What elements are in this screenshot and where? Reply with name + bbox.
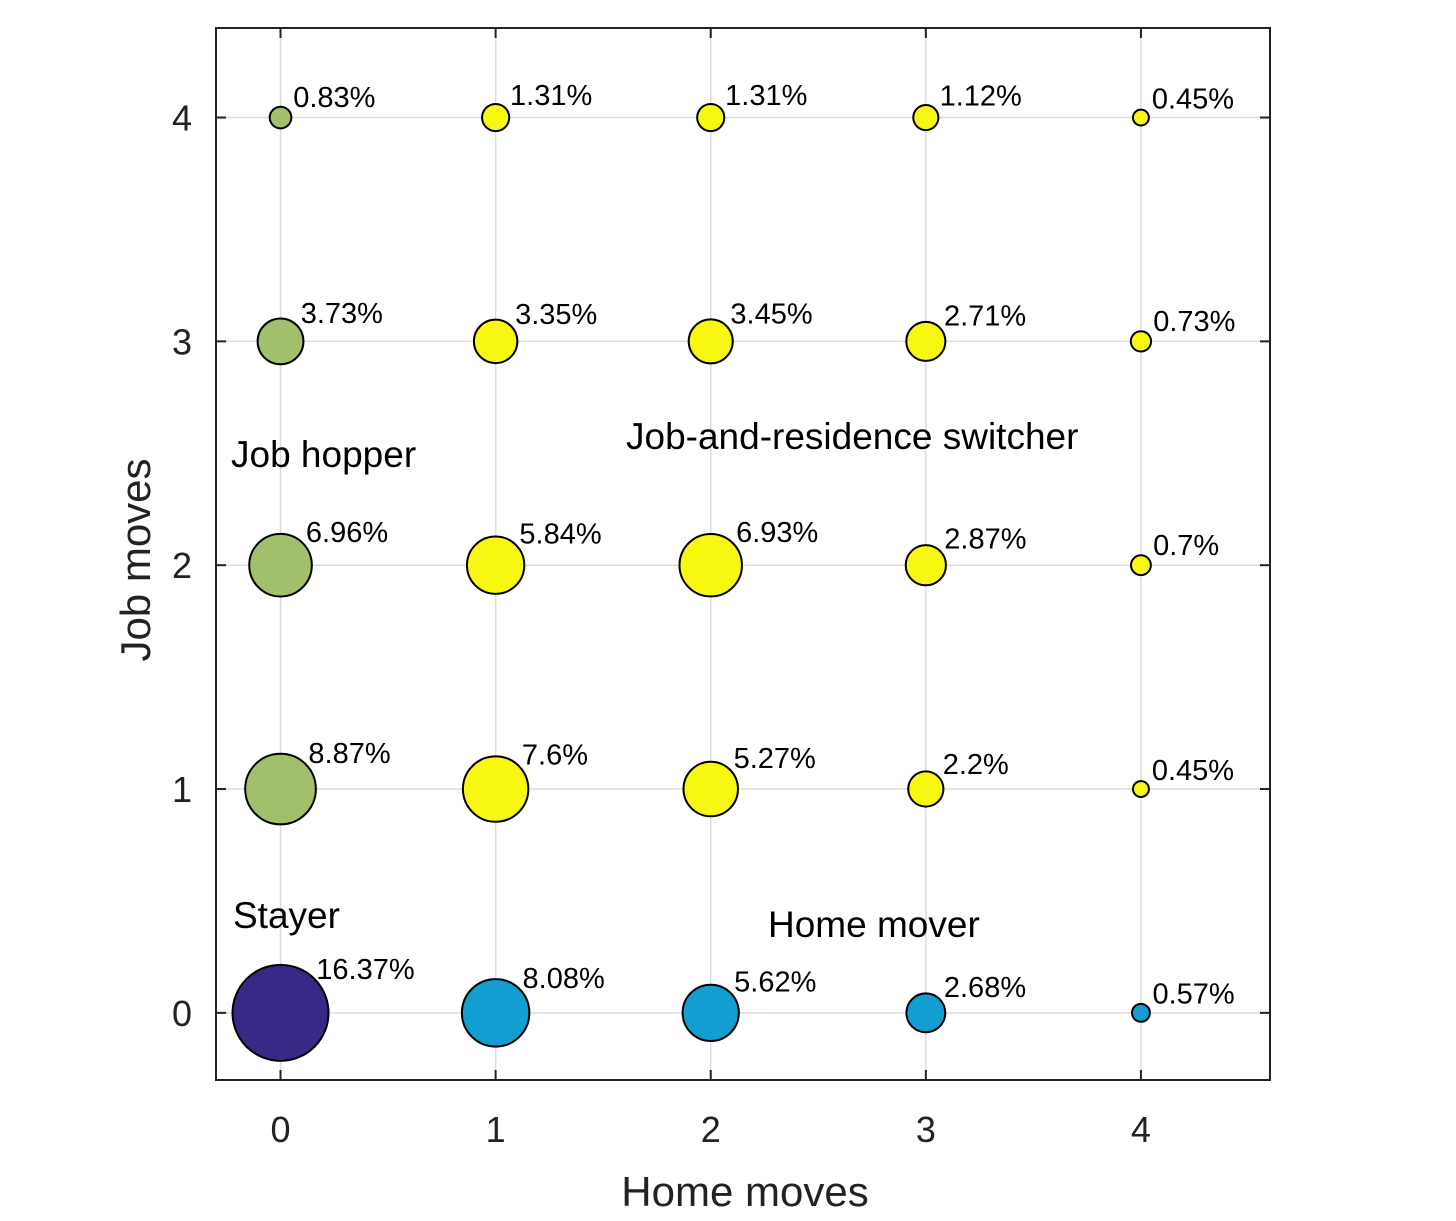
data-label-1-2: 5.84%: [519, 518, 601, 550]
x-tick-label-2: 2: [701, 1109, 721, 1150]
data-label-1-4: 1.31%: [510, 80, 592, 112]
bubble-3-1: [907, 770, 945, 808]
bubble-2-4: [696, 102, 726, 133]
data-label-4-1: 0.45%: [1152, 755, 1234, 787]
x-tick-label-0: 0: [271, 1109, 291, 1150]
bubble-0-1: [244, 752, 317, 826]
bubble-1-2: [465, 535, 526, 595]
data-label-2-2: 6.93%: [736, 517, 818, 549]
y-tick-label-2: 2: [172, 545, 192, 586]
y-tick-label-0: 0: [172, 993, 192, 1034]
bubble-2-0: [681, 983, 740, 1042]
data-label-2-1: 5.27%: [734, 743, 816, 775]
bubble-3-3: [905, 320, 947, 362]
data-label-4-4: 0.45%: [1152, 84, 1234, 116]
bubble-4-4: [1131, 108, 1150, 127]
data-label-0-3: 3.73%: [301, 298, 383, 330]
x-tick-label-3: 3: [916, 1109, 936, 1150]
annotation-home-mover: Home mover: [768, 904, 980, 945]
annotation-job-hopper: Job hopper: [231, 434, 416, 475]
axis-ticks: 0 1 2 3 4 0 1 2 3 4: [172, 28, 1270, 1150]
data-label-3-4: 1.12%: [940, 81, 1022, 113]
bubble-1-3: [472, 318, 519, 365]
data-label-1-1: 7.6%: [522, 740, 588, 772]
bubble-2-2: [678, 532, 743, 598]
y-tick-label-1: 1: [172, 769, 192, 810]
data-label-4-3: 0.73%: [1153, 306, 1235, 338]
data-label-3-1: 2.2%: [943, 749, 1009, 781]
bubble-3-4: [912, 103, 940, 132]
data-label-1-3: 3.35%: [515, 299, 597, 331]
data-label-1-0: 8.08%: [523, 963, 605, 995]
plot-area-frame: [215, 27, 1271, 1081]
x-tick-label-4: 4: [1131, 1109, 1151, 1150]
data-label-2-0: 5.62%: [734, 966, 816, 998]
annotation-stayer: Stayer: [233, 895, 340, 936]
bubble-1-0: [460, 978, 531, 1048]
y-tick-label-4: 4: [172, 98, 192, 139]
bubble-3-0: [905, 992, 947, 1034]
data-label-3-2: 2.87%: [944, 524, 1026, 556]
data-labels: 16.37% 8.08% 5.62% 2.68% 0.57% 8.87% 7.6% 5.27%…: [293, 80, 1235, 1010]
bubble-0-4: [268, 105, 293, 130]
data-label-4-2: 0.7%: [1153, 530, 1219, 562]
data-label-3-0: 2.68%: [944, 972, 1026, 1004]
data-label-0-1: 8.87%: [308, 738, 390, 770]
x-axis-title: Home moves: [621, 1168, 868, 1215]
y-tick-label-3: 3: [172, 321, 192, 362]
bubble-2-1: [682, 760, 739, 818]
bubble-4-3: [1129, 330, 1153, 353]
data-label-4-0: 0.57%: [1152, 978, 1234, 1010]
annotation-job-and-residence-switcher: Job-and-residence switcher: [626, 416, 1078, 457]
bubble-4-0: [1130, 1002, 1151, 1023]
bubble-1-4: [481, 102, 511, 133]
grid-lines: [216, 28, 1270, 1080]
data-label-0-4: 0.83%: [293, 82, 375, 114]
bubble-1-1: [461, 755, 530, 823]
data-label-2-4: 1.31%: [725, 80, 807, 112]
x-tick-label-1: 1: [486, 1109, 506, 1150]
bubble-4-1: [1131, 780, 1150, 798]
y-axis-title: Job moves: [112, 458, 159, 661]
bubble-0-3: [256, 317, 305, 366]
bubble-0-0: [231, 963, 330, 1062]
bubble-3-2: [904, 544, 947, 587]
bubble-0-2: [248, 532, 313, 598]
data-label-2-3: 3.45%: [730, 299, 812, 331]
bubble-4-2: [1130, 554, 1152, 577]
data-label-0-2: 6.96%: [306, 517, 388, 549]
bubbles: [231, 102, 1153, 1062]
data-label-0-0: 16.37%: [316, 954, 414, 986]
data-label-3-3: 2.71%: [944, 300, 1026, 332]
bubble-2-3: [687, 318, 734, 365]
